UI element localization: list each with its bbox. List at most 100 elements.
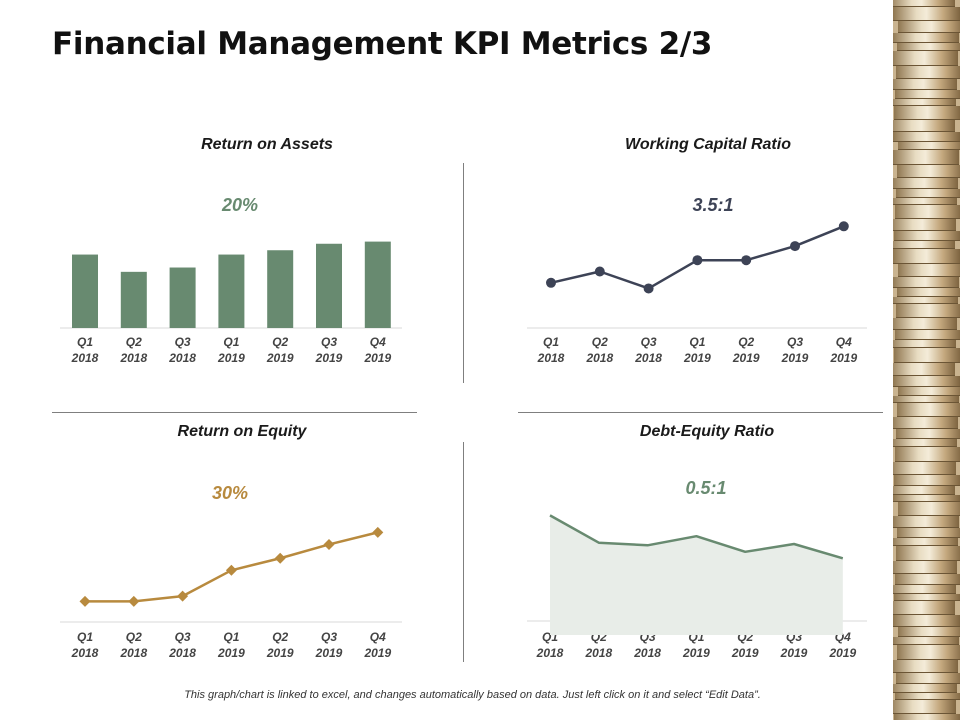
x-tick-label: Q3 2019 <box>315 335 343 365</box>
x-tick-label: Q1 2018 <box>71 630 99 660</box>
coin-slice <box>893 198 957 205</box>
coin-slice <box>894 348 960 363</box>
data-point <box>177 590 189 602</box>
coin-slice <box>896 546 960 561</box>
coin-slice <box>893 585 956 594</box>
bar <box>72 254 98 328</box>
coin-slice <box>893 396 959 403</box>
chart-return-on-assets: Q1 2018 Q2 2018 Q3 2018 Q1 2019 Q2 2019 Q3 2019 Q4 20… <box>60 241 402 365</box>
x-tick-label: Q4 2019 <box>829 335 857 365</box>
x-tick-label: Q1 2018 <box>71 335 99 365</box>
data-point <box>79 595 91 607</box>
divider-vertical-bottom <box>463 442 464 662</box>
coin-slice <box>898 387 960 396</box>
x-tick-label: Q3 2019 <box>781 335 809 365</box>
coin-slice <box>898 21 960 33</box>
coin-slice <box>893 340 956 348</box>
bar <box>120 271 147 328</box>
coin-slice <box>895 574 960 585</box>
coin-slice <box>895 330 960 340</box>
kpi-return-on-assets: 20% <box>221 195 259 215</box>
coin-slice <box>894 594 960 601</box>
coin-slice <box>893 7 960 21</box>
coin-slice <box>893 417 958 429</box>
data-point <box>372 526 384 538</box>
coin-slice <box>893 363 955 376</box>
coin-slice <box>893 33 959 43</box>
coin-slice <box>893 439 957 447</box>
bar <box>316 243 342 328</box>
data-point <box>594 266 605 277</box>
data-point <box>741 255 752 266</box>
coin-slice <box>894 106 960 120</box>
x-tick-label: Q2 2018 <box>119 630 147 660</box>
coin-slice <box>893 132 960 142</box>
chart-title-working-capital-ratio: Working Capital Ratio <box>625 136 791 153</box>
coin-slice <box>898 502 960 516</box>
bar <box>218 254 245 328</box>
coin-slice <box>893 249 960 264</box>
coin-slice <box>894 475 960 486</box>
x-tick-label: Q4 2019 <box>363 335 391 365</box>
coin-slice <box>897 288 960 297</box>
data-point <box>643 283 654 294</box>
footnote: This graph/chart is linked to excel, and… <box>184 689 761 701</box>
area-fill <box>550 515 843 635</box>
coin-slice <box>893 0 955 7</box>
x-tick-label: Q2 2019 <box>266 335 294 365</box>
coin-slice <box>893 318 957 330</box>
coin-slice <box>898 142 960 150</box>
data-point <box>128 595 140 607</box>
x-tick-label: Q2 2019 <box>732 335 760 365</box>
coin-slice <box>893 495 960 502</box>
coin-slice <box>893 516 959 528</box>
data-point <box>225 564 237 576</box>
coin-slice <box>893 561 957 574</box>
coin-slice <box>896 429 960 439</box>
coin-slice <box>896 189 960 198</box>
x-tick-label: Q3 2018 <box>168 335 196 365</box>
data-point <box>323 538 335 550</box>
x-tick-label: Q4 2019 <box>363 630 391 660</box>
coin-slice <box>898 264 960 277</box>
chart-title-return-on-assets: Return on Assets <box>201 136 333 153</box>
divider-vertical-top <box>463 163 464 383</box>
coin-slice <box>895 205 960 219</box>
coin-slice <box>897 403 960 417</box>
coin-slice <box>897 165 960 178</box>
series-line <box>549 514 844 560</box>
kpi-working-capital-ratio: 3.5:1 <box>692 195 734 215</box>
coin-slice <box>893 219 956 231</box>
page-title: Financial Management KPI Metrics 2/3 <box>52 26 713 62</box>
coin-slice <box>897 528 960 538</box>
x-tick-label: Q3 2018 <box>634 335 662 365</box>
data-point <box>790 241 800 252</box>
coin-slice <box>893 615 960 627</box>
coin-slice <box>893 486 955 495</box>
coin-slice <box>893 241 955 249</box>
data-point <box>274 552 286 564</box>
coin-slice <box>893 120 955 132</box>
x-tick-label: Q1 2019 <box>683 335 711 365</box>
coin-stack-photo <box>893 0 960 720</box>
coin-slice <box>896 66 960 79</box>
coin-slice <box>893 376 960 387</box>
coin-slice <box>893 700 956 714</box>
bar <box>267 250 294 328</box>
coin-slice <box>893 601 955 615</box>
coin-slice <box>893 462 956 475</box>
coin-slice <box>893 637 959 645</box>
bar <box>169 267 196 328</box>
coin-slice <box>893 51 958 66</box>
x-tick-label: Q1 2018 <box>537 335 565 365</box>
x-tick-label: Q2 2018 <box>585 335 613 365</box>
coin-slice <box>894 231 960 241</box>
divider-horizontal-right <box>518 412 883 413</box>
coin-slice <box>896 304 960 318</box>
x-tick-label: Q1 2019 <box>217 335 245 365</box>
coin-slice <box>893 684 957 693</box>
bar <box>364 241 391 328</box>
x-tick-label: Q2 2018 <box>119 335 147 365</box>
coin-slice <box>897 43 960 51</box>
